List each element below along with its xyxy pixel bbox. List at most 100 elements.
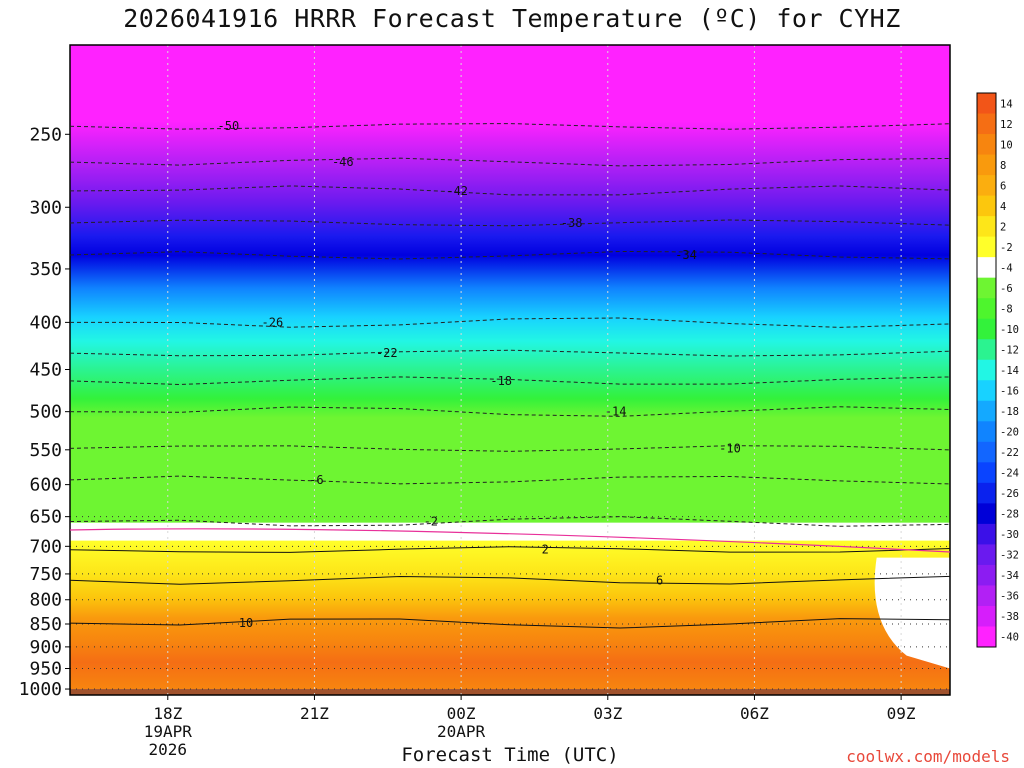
isotherm-label: -22 bbox=[376, 346, 398, 360]
y-tick-label: 350 bbox=[29, 259, 62, 280]
colorbar-swatch bbox=[977, 257, 996, 279]
colorbar-label: -30 bbox=[1000, 529, 1019, 541]
colorbar-label: -20 bbox=[1000, 427, 1019, 439]
colorbar-label: -32 bbox=[1000, 550, 1019, 562]
y-tick-label: 950 bbox=[29, 659, 62, 680]
isotherm-line bbox=[70, 575, 950, 585]
isotherm-label: -26 bbox=[262, 315, 284, 329]
isotherm-label: -6 bbox=[309, 473, 323, 487]
y-tick-label: 850 bbox=[29, 614, 62, 635]
freezing-band bbox=[70, 522, 950, 541]
colorbar-label: 2 bbox=[1000, 221, 1006, 233]
y-tick-label: 450 bbox=[29, 360, 62, 381]
isotherm-label: -42 bbox=[446, 184, 468, 198]
colorbar-label: -4 bbox=[1000, 262, 1013, 274]
colorbar-label: -12 bbox=[1000, 344, 1019, 356]
isotherm-line bbox=[70, 618, 950, 629]
colorbar-swatch bbox=[977, 195, 996, 217]
colorbar-frame bbox=[976, 92, 997, 648]
y-tick-label: 900 bbox=[29, 637, 62, 658]
y-tick-label: 750 bbox=[29, 564, 62, 585]
colorbar-label: -34 bbox=[1000, 570, 1019, 582]
colorbar-label: -16 bbox=[1000, 386, 1019, 398]
colorbar-swatch bbox=[977, 400, 996, 422]
cold-field bbox=[70, 45, 950, 523]
isotherm-label: -18 bbox=[490, 374, 512, 388]
colorbar-swatch bbox=[977, 318, 996, 340]
site-credit: coolwx.com/models bbox=[846, 747, 1010, 766]
y-tick-label: 800 bbox=[29, 590, 62, 611]
y-tick-label: 250 bbox=[29, 124, 62, 145]
colorbar-label: 14 bbox=[1000, 98, 1013, 110]
isotherm-label: -38 bbox=[561, 216, 583, 230]
colorbar-swatch bbox=[977, 626, 996, 648]
colorbar-swatch bbox=[977, 298, 996, 320]
colorbar-swatch bbox=[977, 482, 996, 504]
colorbar-label: 8 bbox=[1000, 160, 1006, 172]
x-tick-sublabel: 19APR bbox=[144, 722, 193, 741]
isotherm-label: -46 bbox=[332, 155, 354, 169]
y-tick-label: 600 bbox=[29, 475, 62, 496]
isotherm-label: -34 bbox=[675, 248, 697, 262]
x-tick-label: 06Z bbox=[740, 704, 769, 723]
y-tick-label: 650 bbox=[29, 507, 62, 528]
colorbar-swatch bbox=[977, 523, 996, 545]
colorbar-label: -36 bbox=[1000, 591, 1019, 603]
isotherm-label: 10 bbox=[239, 616, 253, 630]
y-tick-label: 1000 bbox=[19, 679, 62, 700]
x-axis-label-text: Forecast Time (UTC) bbox=[401, 744, 619, 766]
isotherm-label: -50 bbox=[218, 119, 240, 133]
x-tick-label: 00Z bbox=[447, 704, 476, 723]
colorbar-swatch bbox=[977, 605, 996, 627]
colorbar-label: -38 bbox=[1000, 611, 1019, 623]
colorbar-label: -26 bbox=[1000, 488, 1019, 500]
y-tick-label: 300 bbox=[29, 197, 62, 218]
colorbar-label: 12 bbox=[1000, 119, 1013, 131]
colorbar-swatch bbox=[977, 154, 996, 176]
colorbar-swatch bbox=[977, 585, 996, 607]
colorbar-label: -6 bbox=[1000, 283, 1013, 295]
x-tick-label: 09Z bbox=[887, 704, 916, 723]
x-tick-label: 21Z bbox=[300, 704, 329, 723]
colorbar-swatch bbox=[977, 462, 996, 484]
colorbar-label: -40 bbox=[1000, 632, 1019, 644]
colorbar-swatch bbox=[977, 503, 996, 525]
colorbar-label: 10 bbox=[1000, 139, 1013, 151]
colorbar-label: -2 bbox=[1000, 242, 1013, 254]
freezing-line bbox=[70, 528, 950, 553]
y-tick-label: 700 bbox=[29, 536, 62, 557]
colorbar-swatch bbox=[977, 544, 996, 566]
colorbar-label: -8 bbox=[1000, 303, 1013, 315]
y-tick-label: 500 bbox=[29, 402, 62, 423]
colorbar-swatch bbox=[977, 236, 996, 258]
colorbar-swatch bbox=[977, 175, 996, 197]
y-tick-label: 400 bbox=[29, 312, 62, 333]
isotherm-label: 2 bbox=[542, 543, 549, 557]
x-axis-label: Forecast Time (UTC) bbox=[0, 744, 1020, 766]
chart-title: 2026041916 HRRR Forecast Temperature (ºC… bbox=[123, 4, 901, 33]
colorbar-label: -14 bbox=[1000, 365, 1019, 377]
freezing-bulge bbox=[874, 557, 950, 669]
colorbar-swatch bbox=[977, 380, 996, 402]
y-tick-label: 550 bbox=[29, 440, 62, 461]
colorbar-label: 4 bbox=[1000, 201, 1006, 213]
isotherm-label: 6 bbox=[656, 573, 663, 587]
colorbar-swatch bbox=[977, 441, 996, 463]
colorbar-label: -28 bbox=[1000, 509, 1019, 521]
isotherm-label: -2 bbox=[424, 515, 438, 529]
colorbar-label: -22 bbox=[1000, 447, 1019, 459]
colorbar-label: -10 bbox=[1000, 324, 1019, 336]
x-tick-label: 03Z bbox=[593, 704, 622, 723]
colorbar-label: 6 bbox=[1000, 180, 1006, 192]
colorbar-swatch bbox=[977, 113, 996, 135]
colorbar-swatch bbox=[977, 277, 996, 299]
surface-ground bbox=[70, 689, 950, 695]
colorbar-swatch bbox=[977, 359, 996, 381]
colorbar-label: -24 bbox=[1000, 468, 1019, 480]
colorbar-label: -18 bbox=[1000, 406, 1019, 418]
x-tick-sublabel: 2026 bbox=[149, 740, 188, 759]
colorbar-swatch bbox=[977, 564, 996, 586]
colorbar-swatch bbox=[977, 216, 996, 238]
